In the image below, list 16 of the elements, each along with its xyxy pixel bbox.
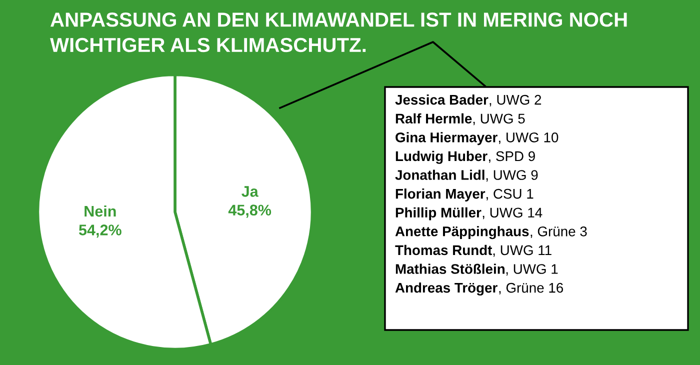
text: Jonathan Lidl, UWG 9 <box>395 170 538 182</box>
text: Mathias Stößlein, UWG 1 <box>396 264 558 276</box>
text: Andreas Tröger, Grüne 16 <box>395 282 564 296</box>
text: Thomas Rundt, UWG 11 <box>395 244 552 257</box>
text: Ralf Hermle, UWG 5 <box>396 113 525 126</box>
text: Jessica Bader, UWG 2 <box>395 94 542 106</box>
chart-title: ANPASSUNG AN DEN KLIMAWANDEL IST IN MERING NOCH WICHTIGER ALS KLIMASCHUTZ. <box>50 12 627 52</box>
text: Gina Hiermayer, UWG 10 <box>396 132 558 146</box>
text: Florian Mayer, CSU 1 <box>396 188 534 202</box>
slice-label: Nein <box>84 205 116 217</box>
text: Anette Päppinghaus, Grüne 3 <box>395 226 587 240</box>
text: Ludwig Huber, SPD 9 <box>396 150 535 164</box>
slice-label: Ja <box>242 186 258 197</box>
data-label: 54,2% <box>78 224 122 238</box>
text: Phillip Müller, UWG 14 <box>396 207 542 220</box>
data-label: 45,8% <box>228 204 272 218</box>
